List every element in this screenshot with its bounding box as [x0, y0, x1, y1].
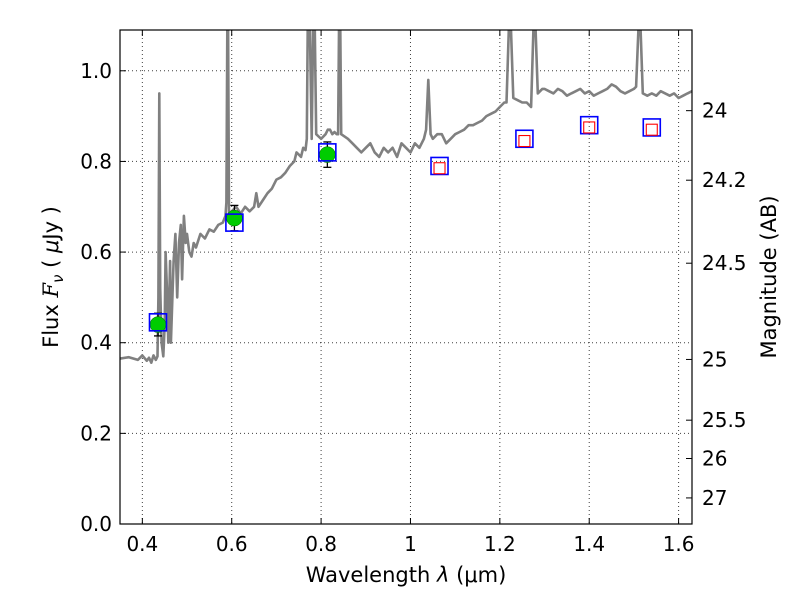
x-tick-label: 0.8 — [305, 532, 337, 556]
model-square — [225, 213, 244, 232]
upper-limit-square — [583, 121, 596, 134]
x-tick-label: 1 — [404, 532, 417, 556]
tick-layer: 0.4 0.6 0.8 1 1.2 1.4 1.6 0.0 0.2 0.4 0.6 0.8 1.0 24 2… — [80, 30, 747, 556]
right-tick-label: 26 — [702, 446, 727, 470]
x-tick-label: 1.6 — [663, 532, 695, 556]
model-square — [148, 313, 168, 332]
y-tick-label: 0.2 — [80, 421, 112, 445]
marker-layer — [148, 115, 662, 337]
right-tick-label: 24.2 — [702, 168, 747, 192]
detection-point — [226, 209, 243, 227]
model-square — [318, 143, 337, 162]
x-tick-label: 1.2 — [484, 532, 516, 556]
y-tick-label: 0.4 — [80, 331, 112, 355]
sed-template-line — [120, 30, 692, 365]
upper-limit-square — [518, 134, 531, 148]
spectrum-layer — [120, 30, 692, 365]
right-tick-label: 27 — [702, 486, 727, 510]
y-tick-label: 0.8 — [80, 149, 112, 173]
x-tick-label: 0.4 — [126, 532, 158, 556]
right-axis-title: Magnitude (AB) — [757, 195, 781, 358]
y-tick-label: 0.0 — [80, 512, 112, 536]
right-tick-label: 25 — [702, 347, 727, 371]
y-axis-title: Flux Fν ( μJy ) — [39, 206, 67, 348]
y-tick-label: 0.6 — [80, 240, 112, 264]
x-axis-title: Wavelength λ (μm) — [306, 563, 507, 587]
model-square — [515, 129, 534, 149]
x-tick-label: 0.6 — [216, 532, 248, 556]
right-tick-label: 24.5 — [702, 251, 747, 275]
model-square — [579, 115, 599, 135]
x-tick-label: 1.4 — [573, 532, 605, 556]
plot-frame — [119, 29, 693, 525]
right-tick-label: 24 — [702, 99, 727, 123]
model-square — [430, 156, 449, 176]
model-square — [642, 118, 662, 137]
upper-limit-square — [433, 162, 446, 175]
upper-limit-square — [645, 123, 658, 136]
y-tick-label: 1.0 — [80, 59, 112, 83]
right-tick-label: 25.5 — [702, 408, 747, 432]
